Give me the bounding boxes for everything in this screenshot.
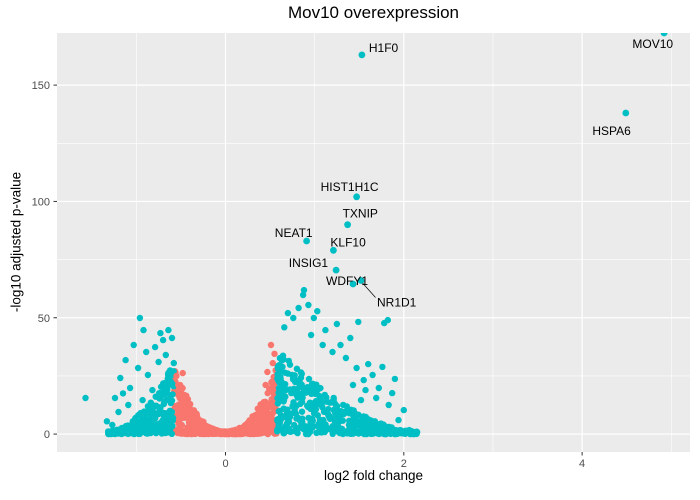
gene-point-KLF10 (330, 246, 337, 254)
gene-label-MOV10: MOV10 (632, 37, 673, 51)
gene-label-KLF10: KLF10 (330, 235, 366, 249)
tick-marks (53, 84, 583, 456)
scatter-points (82, 33, 668, 438)
grid-minor (57, 33, 690, 452)
x-tick-label: 2 (401, 458, 407, 470)
single-points (82, 286, 413, 434)
gene-label-INSIG1: INSIG1 (289, 256, 329, 270)
chart-title: Mov10 overexpression (287, 3, 460, 22)
gene-point-MOV10 (660, 33, 668, 37)
y-tick-label: 0 (44, 429, 50, 441)
y-tick-label: 150 (32, 80, 50, 92)
y-axis-title: -log10 adjusted p-value (8, 171, 24, 313)
y-tick-label: 50 (38, 313, 50, 325)
dense-points (105, 352, 421, 438)
gene-label-NEAT1: NEAT1 (275, 226, 313, 240)
gene-label-HSPA6: HSPA6 (592, 124, 631, 138)
gene-point-TXNIP (344, 221, 351, 229)
gene-point-HSPA6 (622, 109, 630, 117)
gene-leader-NR1D1 (362, 282, 376, 298)
gene-point-NR1D1 (357, 277, 365, 284)
x-tick-label: 0 (222, 458, 228, 470)
gene-point-H1F0 (358, 51, 366, 59)
gene-point-INSIG1 (332, 266, 340, 274)
gene-label-WDFY1: WDFY1 (326, 274, 368, 288)
gene-label-TXNIP: TXNIP (343, 207, 378, 221)
gene-label-NR1D1: NR1D1 (377, 296, 417, 310)
gene-label-HIST1H1C: HIST1H1C (321, 180, 379, 194)
gene-point-NEAT1 (303, 237, 310, 245)
y-tick-label: 100 (32, 196, 50, 208)
gene-point-WDFY1 (349, 280, 357, 288)
x-tick-label: 4 (579, 458, 585, 470)
gene-label-H1F0: H1F0 (369, 41, 399, 55)
x-axis-title: log2 fold change (323, 468, 424, 483)
gene-point-HIST1H1C (353, 193, 360, 201)
